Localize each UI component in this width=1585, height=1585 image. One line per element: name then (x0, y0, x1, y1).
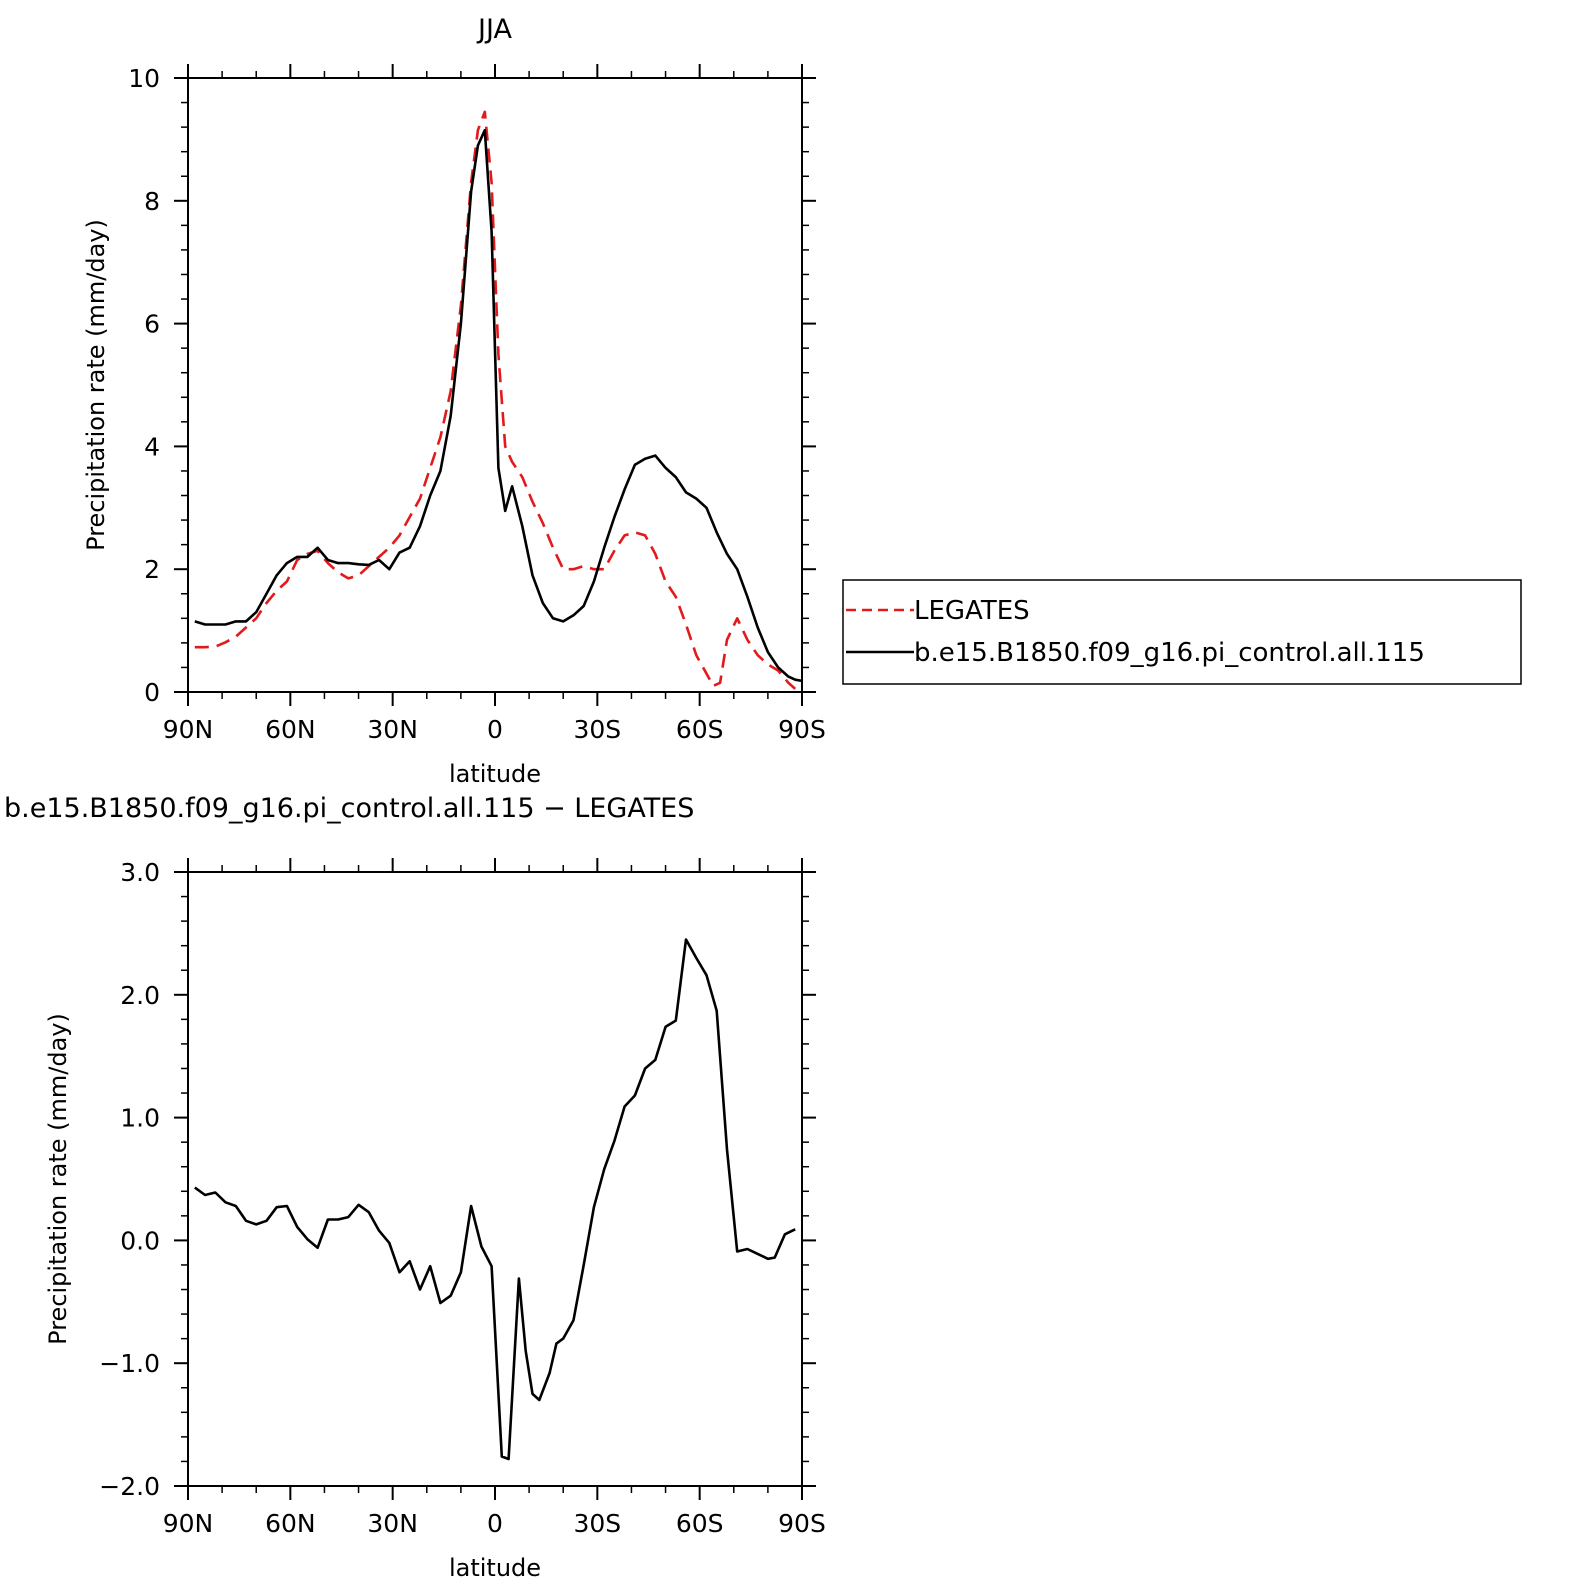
x-tick-label: 0 (487, 1509, 503, 1538)
series-line-0-0 (194, 110, 797, 690)
bottom-chart-title: b.e15.B1850.f09_g16.pi_control.all.115 −… (4, 793, 694, 824)
x-tick-label: 90S (778, 715, 826, 744)
bottom-plot-frame (187, 871, 803, 1487)
bottom-series (194, 938, 796, 1461)
y-tick-label: 1.0 (120, 1104, 160, 1133)
x-tick-label: 30N (367, 715, 418, 744)
x-tick-label: 30N (367, 1509, 418, 1538)
y-tick-label: 8 (144, 187, 160, 216)
y-tick-label: 2.0 (120, 981, 160, 1010)
y-tick-label: 3.0 (120, 858, 160, 887)
legend-label-legates: LEGATES (914, 596, 1030, 626)
y-tick-label: −2.0 (99, 1472, 160, 1501)
y-tick-label: 10 (128, 64, 160, 93)
legend: LEGATES b.e15.B1850.f09_g16.pi_control.a… (842, 579, 1522, 685)
y-tick-label: 0 (144, 678, 160, 707)
series-line-0-1 (194, 128, 803, 683)
x-tick-label: 90S (778, 1509, 826, 1538)
series-line-1-0 (194, 938, 796, 1461)
x-tick-label: 60N (265, 1509, 316, 1538)
x-tick-label: 0 (487, 715, 503, 744)
x-tick-label: 60S (676, 1509, 724, 1538)
bottom-y-axis-label: Precipitation rate (mm/day) (44, 1013, 72, 1345)
x-tick-label: 30S (573, 715, 621, 744)
top-ticks: 90N 60N 30N 0 30S 60S 90S 0 2 4 6 8 10 (128, 64, 826, 744)
x-tick-label: 90N (163, 1509, 214, 1538)
top-chart-title: JJA (476, 14, 512, 45)
y-tick-label: 0.0 (120, 1226, 160, 1255)
x-tick-label: 60S (676, 715, 724, 744)
legend-box (842, 579, 1522, 685)
top-x-axis-label: latitude (449, 760, 541, 788)
bottom-panel: b.e15.B1850.f09_g16.pi_control.all.115 −… (4, 793, 826, 1582)
y-tick-label: 2 (144, 555, 160, 584)
legend-label-model: b.e15.B1850.f09_g16.pi_control.all.115 (914, 638, 1425, 668)
y-tick-label: 4 (144, 432, 160, 461)
top-panel: JJA latitude Precipitation rate (mm/day)… (82, 14, 826, 788)
x-tick-label: 60N (265, 715, 316, 744)
y-tick-label: −1.0 (99, 1349, 160, 1378)
y-tick-label: 6 (144, 310, 160, 339)
top-series (194, 110, 803, 690)
bottom-x-axis-label: latitude (449, 1554, 541, 1582)
top-y-axis-label: Precipitation rate (mm/day) (82, 219, 110, 551)
bottom-ticks: 90N 60N 30N 0 30S 60S 90S −2.0 −1.0 0.0 1.0 2.0 3.0 (99, 858, 826, 1538)
x-tick-label: 30S (573, 1509, 621, 1538)
x-tick-label: 90N (163, 715, 214, 744)
